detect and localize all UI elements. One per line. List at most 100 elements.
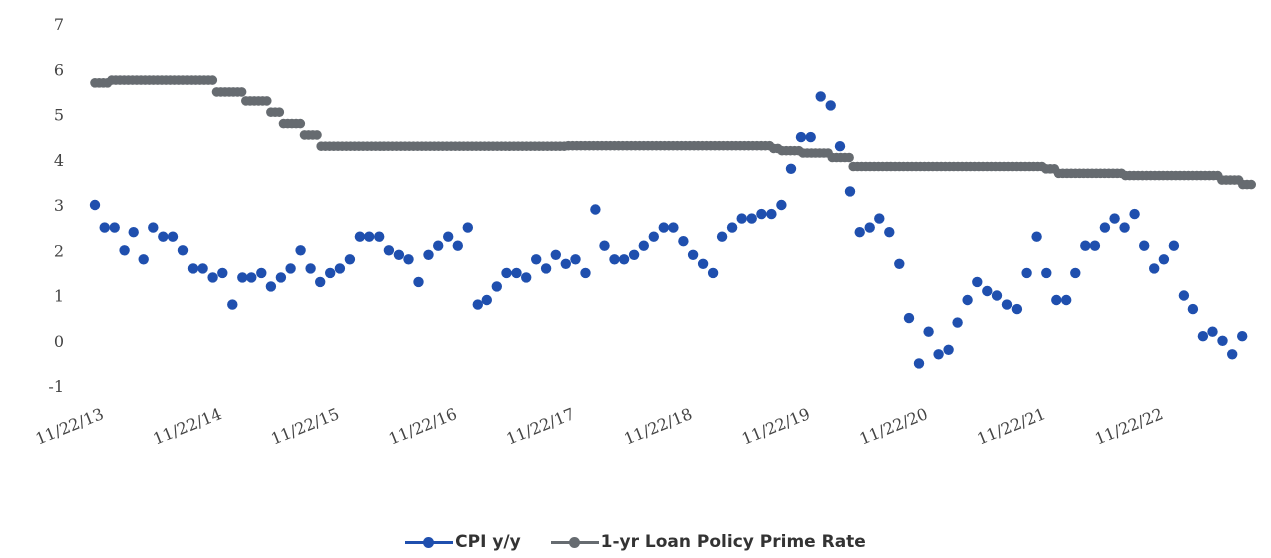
cpi-point (854, 227, 865, 238)
cpi-point (217, 267, 228, 279)
cpi-point (1031, 231, 1042, 242)
x-axis: 11/22/13 11/22/14 11/22/15 11/22/16 11/22/17… (33, 404, 1166, 449)
y-tick-label: 7 (54, 15, 64, 34)
cpi-point (982, 285, 993, 297)
cpi-point (1168, 240, 1180, 251)
cpi-point (89, 199, 101, 211)
cpi-point (393, 249, 405, 260)
y-tick-label: 2 (54, 241, 64, 260)
cpi-point (628, 249, 640, 260)
cpi-point (403, 254, 414, 265)
y-tick-label: 6 (54, 60, 64, 79)
cpi-point (726, 222, 738, 233)
cpi-point (148, 222, 159, 233)
cpi-point (462, 222, 473, 233)
cpi-point (913, 358, 925, 369)
cpi-point (167, 231, 179, 242)
loan-rate-point (312, 130, 322, 140)
cpi-point (560, 258, 571, 269)
cpi-point (334, 263, 346, 274)
cpi-point (128, 227, 139, 238)
legend-label-loan-prime-rate: 1-yr Loan Policy Prime Rate (600, 532, 866, 552)
cpi-point (443, 231, 454, 242)
cpi-point (590, 204, 601, 215)
cpi-point (972, 276, 983, 288)
loan-rate-point (295, 118, 306, 129)
cpi-point (423, 249, 434, 260)
cpi-point (383, 245, 395, 256)
cpi-point (1207, 326, 1218, 337)
x-tick-label: 11/22/22 (1092, 404, 1166, 449)
y-tick-label: 4 (54, 151, 64, 170)
cpi-point (237, 272, 248, 283)
cpi-point (962, 294, 973, 306)
cpi-point (795, 131, 807, 143)
cpi-point (884, 227, 895, 238)
cpi-point (766, 208, 777, 220)
x-tick-label: 11/22/14 (150, 404, 224, 449)
cpi-point (580, 267, 591, 279)
cpi-point (1011, 303, 1023, 315)
cpi-point (1187, 303, 1199, 315)
loan-rate-point (1246, 179, 1256, 190)
y-tick-label: 5 (54, 106, 64, 125)
cpi-point (943, 344, 954, 355)
loan-rate-point (207, 75, 218, 85)
legend-item-cpi: CPI y/y (405, 532, 521, 552)
x-tick-label: 11/22/15 (268, 404, 342, 449)
cpi-point (668, 222, 679, 233)
cpi-point (952, 317, 963, 328)
legend-swatch-cpi (405, 535, 454, 549)
cpi-point (697, 258, 709, 269)
x-tick-label: 11/22/19 (739, 404, 813, 449)
cpi-point (1197, 331, 1209, 342)
cpi-point (138, 254, 149, 265)
cpi-point (265, 281, 277, 292)
cpi-point (687, 249, 699, 260)
cpi-point (1119, 222, 1130, 233)
cpi-point (511, 267, 522, 279)
cpi-point (1070, 267, 1081, 279)
x-tick-label: 11/22/21 (974, 404, 1048, 449)
cpi-point (1149, 263, 1160, 274)
cpi-point (844, 186, 856, 197)
cpi-point (716, 231, 728, 242)
cpi-point (1158, 254, 1170, 265)
cpi-point (1061, 294, 1072, 306)
y-tick-label: 0 (54, 332, 64, 351)
cpi-point (364, 231, 375, 242)
legend-item-loan-prime-rate: 1-yr Loan Policy Prime Rate (550, 532, 866, 552)
loan-rate-point (274, 107, 285, 117)
cpi-point (491, 281, 502, 292)
cpi-point (413, 276, 424, 288)
cpi-point (707, 267, 719, 279)
x-tick-label: 11/22/16 (386, 404, 460, 449)
cpi-point (1080, 240, 1091, 251)
cpi-point (433, 240, 444, 251)
y-axis: -1 0 1 2 3 4 5 6 7 (48, 15, 64, 396)
cpi-point (207, 272, 218, 283)
cpi-point (874, 213, 885, 224)
cpi-point (1178, 290, 1190, 301)
cpi-point (1001, 299, 1013, 310)
loan-rate-point (262, 96, 272, 106)
cpi-point (756, 208, 767, 220)
cpi-point (903, 312, 915, 324)
cpi-point (1041, 267, 1052, 279)
cpi-point (177, 245, 189, 256)
cpi-point (275, 272, 287, 283)
loan-rate-point (236, 87, 247, 97)
cpi-point (285, 263, 296, 274)
x-tick-label: 11/22/20 (857, 404, 931, 449)
cpi-point (119, 245, 130, 256)
cpi-point (109, 222, 120, 233)
series-loan-prime-rate (90, 75, 1256, 190)
cpi-point (99, 222, 110, 233)
cpi-point (1237, 331, 1248, 342)
series-cpi (89, 91, 1248, 369)
cpi-point (452, 240, 463, 251)
cpi-point (736, 213, 747, 224)
y-tick-label: 3 (54, 196, 64, 215)
cpi-point (315, 276, 326, 288)
cpi-point (991, 290, 1003, 301)
